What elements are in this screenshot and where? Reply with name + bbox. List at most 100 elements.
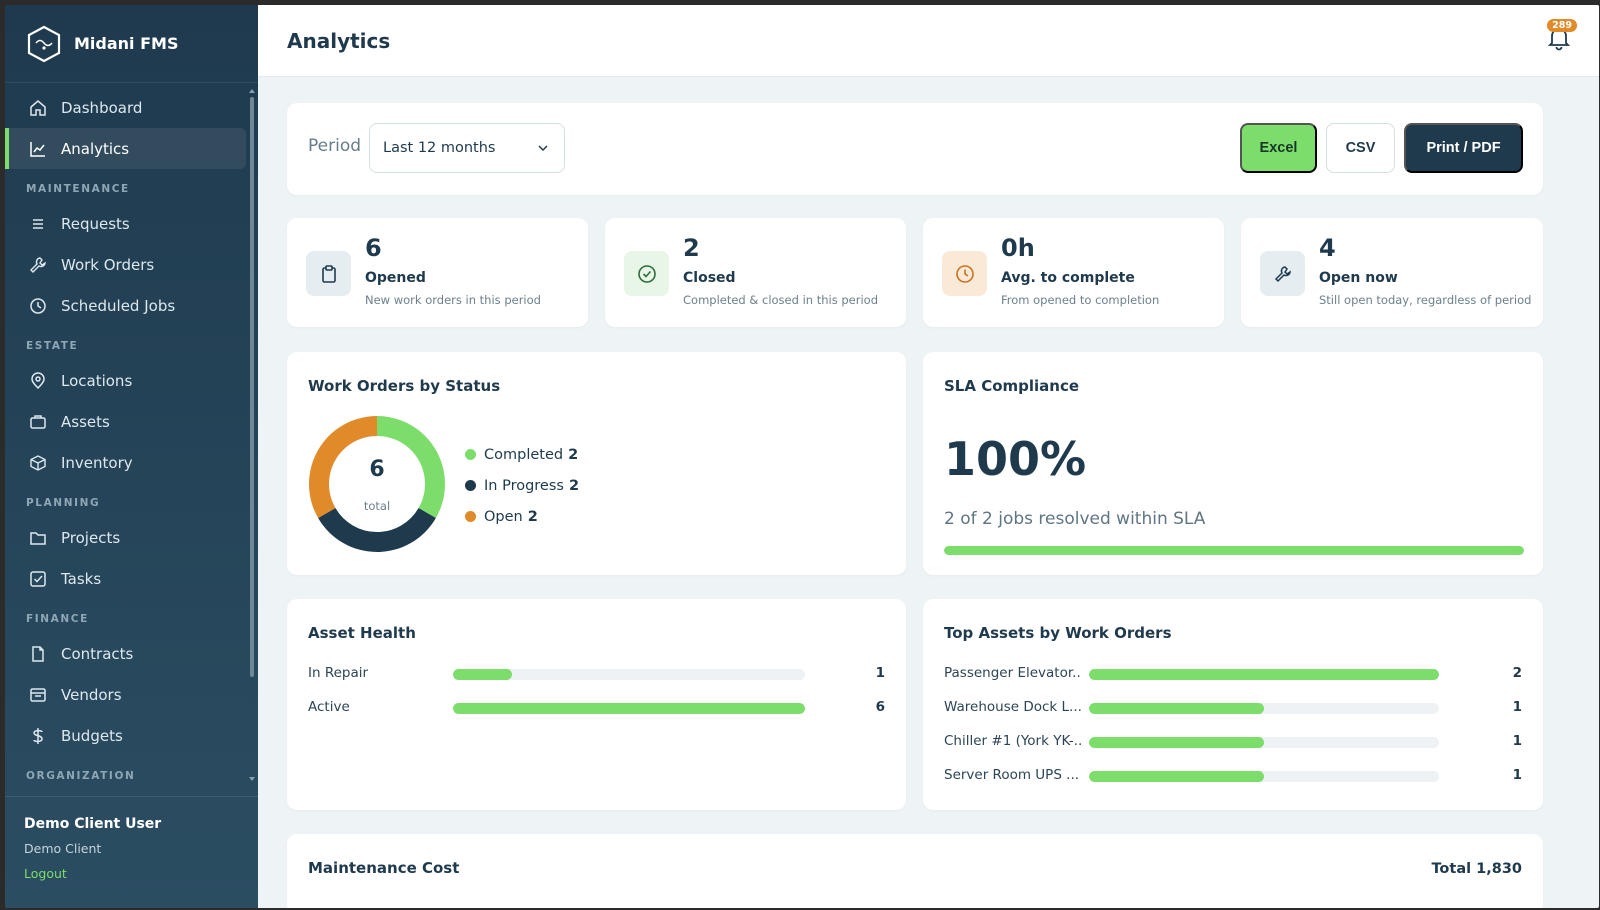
sidebar-item-label: Work Orders	[61, 255, 155, 274]
kpi-label: Avg. to complete	[1001, 270, 1135, 286]
donut-total: 6	[369, 457, 385, 482]
sidebar-item-scheduled-jobs[interactable]: Scheduled Jobs	[5, 285, 246, 326]
asset-health-count: 1	[875, 665, 885, 681]
top-asset-bar-fill	[1089, 703, 1264, 714]
print-pdf-button[interactable]: Print / PDF	[1404, 123, 1523, 173]
kpi-subtext: Completed & closed in this period	[683, 293, 878, 307]
top-assets-panel: Top Assets by Work Orders Passenger Elev…	[923, 599, 1543, 810]
legend-dot	[465, 449, 476, 460]
folder-icon	[28, 528, 48, 548]
sidebar-item-requests[interactable]: Requests	[5, 203, 246, 244]
panel-title: SLA Compliance	[944, 377, 1080, 395]
box-icon	[28, 453, 48, 473]
sidebar-item-assets[interactable]: Assets	[5, 401, 246, 442]
kpi-value: 0h	[1001, 234, 1035, 262]
check-circle-icon	[624, 251, 669, 296]
top-asset-bar-fill	[1089, 771, 1264, 782]
top-asset-label: Chiller #1 (York YK-...	[944, 733, 1082, 749]
sidebar-item-contracts[interactable]: Contracts	[5, 633, 246, 674]
legend-label: In Progress	[484, 477, 564, 494]
sidebar-item-label: Locations	[61, 371, 133, 390]
notification-badge: 289	[1547, 19, 1577, 32]
kpi-value: 6	[365, 234, 382, 262]
asset-health-row: In Repair 1	[308, 665, 927, 685]
sidebar-nav: Dashboard Analytics MAINTENANCE Requests	[5, 87, 246, 792]
top-asset-count: 1	[1512, 699, 1522, 715]
kpi-subtext: Still open today, regardless of period	[1319, 293, 1532, 307]
legend-dot	[465, 480, 476, 491]
scroll-up-arrow-icon[interactable]	[249, 89, 255, 93]
sidebar-item-projects[interactable]: Projects	[5, 517, 246, 558]
sidebar-item-locations[interactable]: Locations	[5, 360, 246, 401]
brand-name: Midani FMS	[74, 34, 179, 53]
file-icon	[28, 644, 48, 664]
section-planning: PLANNING	[26, 497, 101, 509]
sidebar-item-label: Vendors	[61, 685, 122, 704]
briefcase-icon	[28, 412, 48, 432]
sidebar-item-dashboard[interactable]: Dashboard	[5, 87, 246, 128]
brand-logo-icon	[27, 25, 61, 62]
top-asset-count: 1	[1512, 767, 1522, 783]
sidebar-item-work-orders[interactable]: Work Orders	[5, 244, 246, 285]
legend-item-open: Open 2	[465, 501, 579, 532]
logout-link[interactable]: Logout	[24, 866, 67, 881]
clock-icon	[942, 251, 987, 296]
wrench-icon	[1260, 251, 1305, 296]
sidebar-item-vendors[interactable]: Vendors	[5, 674, 246, 715]
asset-health-label: In Repair	[308, 665, 369, 681]
legend-count: 2	[568, 477, 580, 494]
sidebar-scrollbar[interactable]	[250, 97, 254, 677]
clipboard-icon	[306, 251, 351, 296]
kpi-value: 4	[1319, 234, 1336, 262]
page-title: Analytics	[287, 28, 391, 53]
legend-label: Open	[484, 508, 523, 525]
asset-health-count: 6	[875, 699, 885, 715]
sidebar-item-label: Tasks	[61, 569, 102, 588]
dollar-icon	[28, 726, 48, 746]
asset-health-bar-track	[453, 669, 805, 680]
sidebar-item-inventory[interactable]: Inventory	[5, 442, 246, 483]
sidebar-item-budgets[interactable]: Budgets	[5, 715, 246, 756]
panel-title: Top Assets by Work Orders	[944, 624, 1172, 642]
status-panel: Work Orders by Status 6 total Completed …	[287, 352, 906, 575]
donut-slice-open	[309, 416, 377, 518]
top-asset-bar-track	[1089, 737, 1439, 748]
export-csv-button[interactable]: CSV	[1326, 123, 1395, 173]
sidebar-item-analytics[interactable]: Analytics	[5, 128, 246, 169]
asset-health-label: Active	[308, 699, 350, 715]
status-legend: Completed 2 In Progress 2 Open 2	[465, 439, 579, 532]
period-select[interactable]: Last 12 months	[369, 123, 565, 173]
asset-health-panel: Asset Health In Repair 1 Active 6	[287, 599, 906, 810]
top-asset-bar-fill	[1089, 737, 1264, 748]
kpi-label: Closed	[683, 270, 736, 286]
chevron-down-icon	[538, 145, 548, 152]
kpi-label: Opened	[365, 270, 426, 286]
status-donut-chart	[309, 416, 445, 552]
clock-icon	[28, 296, 48, 316]
panel-title: Maintenance Cost	[308, 859, 460, 877]
top-asset-row: Warehouse Dock L... 1	[944, 699, 1564, 719]
sidebar-item-label: Requests	[61, 214, 130, 233]
donut-total-label: total	[363, 499, 391, 513]
asset-health-row: Active 6	[308, 699, 927, 719]
user-panel: Demo Client User Demo Client Logout	[5, 796, 258, 908]
brand[interactable]: Midani FMS	[5, 5, 258, 83]
sla-progress-fill	[944, 546, 1524, 555]
store-icon	[28, 685, 48, 705]
sidebar-item-label: Scheduled Jobs	[61, 296, 176, 315]
user-org: Demo Client	[24, 841, 102, 856]
scroll-down-arrow-icon[interactable]	[249, 777, 255, 781]
legend-label: Completed	[484, 446, 564, 463]
sidebar-item-tasks[interactable]: Tasks	[5, 558, 246, 599]
top-asset-row: Chiller #1 (York YK-... 1	[944, 733, 1564, 753]
donut-slice-completed	[377, 416, 445, 518]
period-select-value: Last 12 months	[383, 140, 496, 156]
export-excel-button[interactable]: Excel	[1240, 123, 1317, 173]
sidebar-item-label: Dashboard	[61, 98, 143, 117]
sidebar-item-label: Analytics	[61, 139, 130, 158]
kpi-card-closed: 2 Closed Completed & closed in this peri…	[605, 218, 906, 327]
sidebar-item-label: Contracts	[61, 644, 134, 663]
sla-subtext: 2 of 2 jobs resolved within SLA	[944, 509, 1206, 529]
sidebar-item-label: Inventory	[61, 453, 133, 472]
kpi-subtext: From opened to completion	[1001, 293, 1160, 307]
